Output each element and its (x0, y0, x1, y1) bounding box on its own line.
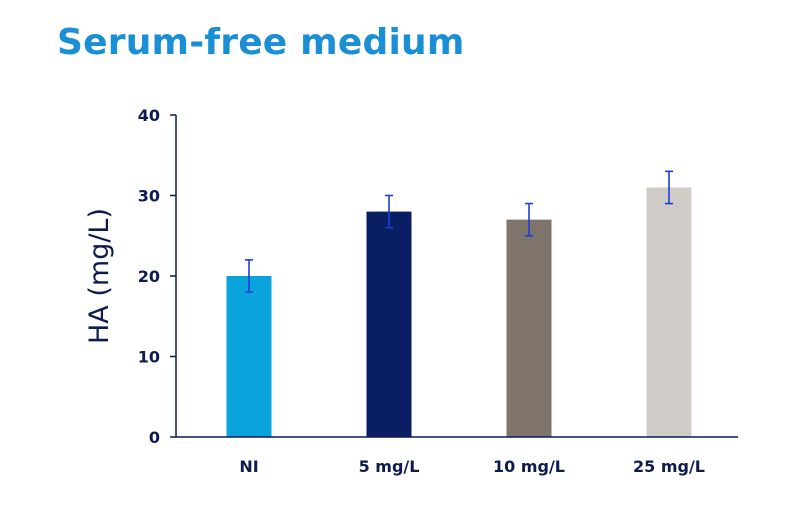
error-bar-3 (665, 170, 673, 205)
y-tick-label: 0 (149, 428, 160, 447)
error-bar-2 (525, 202, 533, 237)
x-tick-label: 25 mg/L (633, 457, 705, 476)
x-tick-label: 5 mg/L (359, 457, 420, 476)
y-axis: 0 10 20 30 40 (138, 106, 177, 447)
chart-title: Serum-free medium (57, 22, 465, 63)
bar-0 (226, 276, 272, 437)
x-axis: NI 5 mg/L 10 mg/L 25 mg/L (176, 436, 738, 476)
y-axis-title: HA (mg/L) (84, 208, 115, 344)
bars-group (226, 170, 692, 437)
y-tick-label: 10 (138, 348, 160, 367)
x-tick-label: 10 mg/L (493, 457, 565, 476)
y-tick-label: 30 (138, 187, 160, 206)
bar-1 (366, 211, 412, 437)
error-bar-1 (385, 194, 393, 229)
bar-3 (646, 187, 692, 437)
y-tick-label: 40 (138, 106, 160, 125)
error-bar-0 (245, 259, 253, 293)
bar-2 (506, 219, 552, 437)
y-tick-label: 20 (138, 267, 160, 286)
x-tick-label: NI (239, 457, 258, 476)
